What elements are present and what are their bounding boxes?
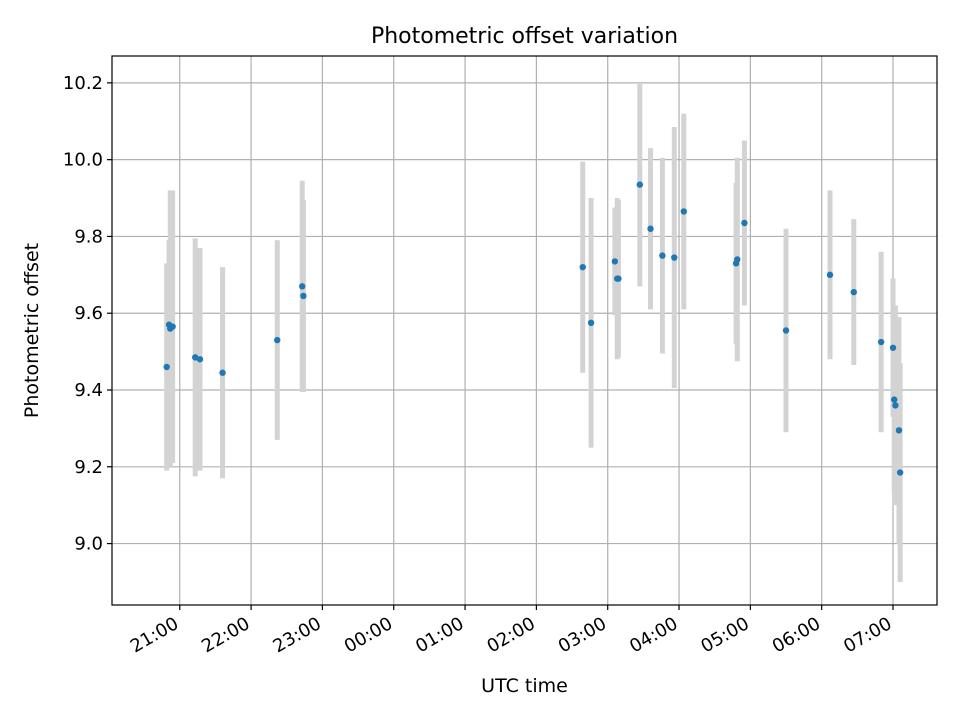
data-point [895,427,903,434]
data-point [163,363,170,371]
data-point [219,369,226,376]
data-point [891,396,898,403]
chart-title: Photometric offset variation [371,24,678,49]
y-tick-label: 9.6 [74,303,103,324]
y-tick-label: 10.0 [63,150,103,171]
data-point [196,356,204,363]
data-point [826,271,834,279]
y-tick-label: 9.4 [74,380,103,401]
data-point [300,292,307,300]
data-point [169,323,176,330]
data-point [636,181,644,188]
x-axis-label: UTC time [481,675,568,697]
data-point [587,319,595,327]
data-point [892,402,899,409]
y-tick-label: 9.8 [74,226,103,247]
y-tick-label: 9.0 [74,534,103,555]
data-point [299,283,306,290]
plot-frame [111,55,938,606]
data-point [615,275,622,282]
y-axis-label: Photometric offset [21,243,43,418]
data-points [163,181,904,476]
y-tick-label: 9.2 [74,457,103,478]
data-point [850,288,857,296]
data-point [889,344,897,351]
grid [112,56,937,605]
data-point [659,252,666,259]
data-point [671,254,678,261]
y-tick-label: 10.2 [63,73,103,94]
data-point [611,258,619,265]
data-point [782,327,790,334]
data-point [877,338,885,346]
y-axis-ticks: 9.0 9.2 9.4 9.6 9.8 10.0 10.2 [63,73,112,555]
data-point [741,219,748,227]
data-point [579,263,586,271]
data-point [680,208,687,215]
data-point [734,256,741,263]
data-point [647,225,654,232]
data-point [896,469,904,476]
data-point [274,336,281,344]
